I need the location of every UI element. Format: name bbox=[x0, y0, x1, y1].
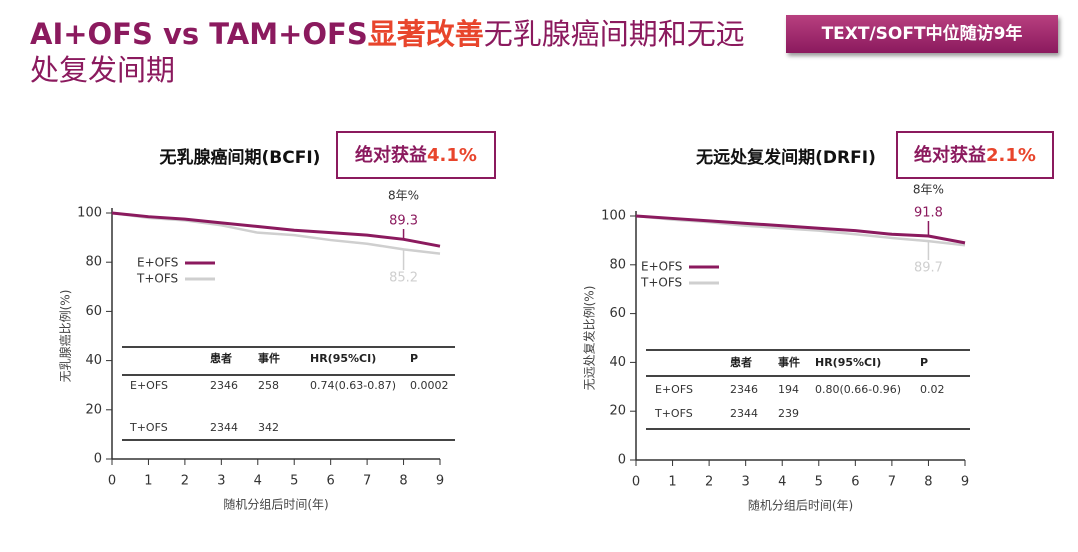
table-header: HR(95%CI) bbox=[815, 356, 881, 369]
y-tick-label: 100 bbox=[77, 206, 102, 221]
table-header: 事件 bbox=[778, 355, 800, 369]
table-cell: E+OFS bbox=[130, 379, 168, 392]
table-cell: 239 bbox=[778, 407, 799, 420]
x-tick-label: 4 bbox=[254, 474, 262, 489]
table-cell: 194 bbox=[778, 383, 799, 396]
x-tick-label: 8 bbox=[924, 475, 932, 490]
series-line bbox=[635, 214, 966, 245]
x-tick-label: 5 bbox=[815, 475, 823, 490]
legend-label: E+OFS bbox=[641, 260, 682, 274]
x-tick-label: 2 bbox=[181, 474, 189, 489]
x-tick-label: 7 bbox=[363, 474, 371, 489]
title-main: AI+OFS vs TAM+OFS bbox=[30, 17, 368, 51]
title-highlight: 显著改善 bbox=[367, 17, 484, 51]
annotation-label: 89.7 bbox=[914, 261, 943, 276]
x-tick-label: 6 bbox=[851, 475, 859, 490]
x-tick-label: 1 bbox=[668, 475, 676, 490]
x-axis-label: 随机分组后时间(年) bbox=[223, 497, 328, 512]
y-tick-label: 60 bbox=[85, 304, 102, 319]
benefit-box bbox=[336, 131, 496, 179]
table-cell: T+OFS bbox=[654, 407, 693, 420]
y-tick-label: 20 bbox=[85, 402, 102, 417]
legend-label: T+OFS bbox=[640, 276, 682, 290]
table-cell: 342 bbox=[258, 421, 279, 434]
x-tick-label: 1 bbox=[144, 474, 152, 489]
x-tick-label: 4 bbox=[778, 475, 786, 490]
badge: TEXT/SOFT中位随访9年 bbox=[786, 15, 1058, 53]
y-tick-label: 80 bbox=[85, 255, 102, 270]
table-cell: 0.0002 bbox=[410, 379, 449, 392]
x-tick-label: 9 bbox=[436, 474, 444, 489]
table-cell: 2346 bbox=[730, 383, 758, 396]
table-header: P bbox=[410, 352, 418, 365]
x-tick-label: 9 bbox=[961, 475, 969, 490]
annotation-label: 91.8 bbox=[914, 206, 943, 221]
table-cell: 0.02 bbox=[920, 383, 945, 396]
x-tick-label: 7 bbox=[888, 475, 896, 490]
table-header: HR(95%CI) bbox=[310, 352, 376, 365]
x-tick-label: 8 bbox=[399, 474, 407, 489]
table-cell: 2346 bbox=[210, 379, 238, 392]
benefit-text: 绝对获益2.1% bbox=[914, 144, 1036, 166]
y-axis-label: 无乳腺癌比例(%) bbox=[58, 290, 73, 383]
table-header: 患者 bbox=[210, 351, 232, 365]
x-tick-label: 2 bbox=[705, 475, 713, 490]
chart-title: 无远处复发间期(DRFI) bbox=[695, 147, 876, 168]
table-cell: 258 bbox=[258, 379, 279, 392]
benefit-box bbox=[896, 131, 1054, 179]
y-tick-label: 0 bbox=[94, 452, 102, 467]
x-axis-label: 随机分组后时间(年) bbox=[748, 498, 853, 513]
table-cell: 0.80(0.66-0.96) bbox=[815, 383, 901, 396]
benefit-part: 绝对获益 bbox=[914, 144, 986, 166]
x-tick-label: 0 bbox=[632, 475, 640, 490]
table-cell: 2344 bbox=[210, 421, 238, 434]
x-tick-label: 3 bbox=[217, 474, 225, 489]
annotation-header: 8年% bbox=[388, 189, 419, 203]
y-tick-label: 40 bbox=[609, 355, 626, 370]
x-tick-label: 3 bbox=[742, 475, 750, 490]
y-tick-label: 100 bbox=[601, 209, 626, 224]
y-tick-label: 0 bbox=[618, 453, 626, 468]
title-rest: 无乳腺癌间期和无远处复发间期 bbox=[30, 17, 745, 87]
benefit-part: 4.1% bbox=[427, 145, 477, 166]
y-axis-label: 无远处复发比例(%) bbox=[582, 286, 597, 391]
table-header: P bbox=[920, 356, 928, 369]
benefit-text: 绝对获益4.1% bbox=[355, 144, 477, 166]
chart-title: 无乳腺癌间期(BCFI) bbox=[159, 147, 321, 168]
series-line bbox=[111, 211, 441, 248]
benefit-part: 2.1% bbox=[986, 145, 1036, 166]
table-cell: 2344 bbox=[730, 407, 758, 420]
benefit-part: 绝对获益 bbox=[355, 144, 427, 166]
slide-title: AI+OFS vs TAM+OFS显著改善无乳腺癌间期和无远处复发间期 bbox=[30, 16, 770, 88]
y-tick-label: 20 bbox=[609, 404, 626, 419]
x-tick-label: 6 bbox=[327, 474, 335, 489]
y-tick-label: 40 bbox=[85, 353, 102, 368]
table-cell: T+OFS bbox=[129, 421, 168, 434]
y-tick-label: 60 bbox=[609, 306, 626, 321]
annotation-label: 85.2 bbox=[389, 271, 418, 286]
table-header: 患者 bbox=[730, 355, 752, 369]
table-cell: E+OFS bbox=[655, 383, 693, 396]
table-cell: 0.74(0.63-0.87) bbox=[310, 379, 396, 392]
table-header: 事件 bbox=[258, 351, 280, 365]
annotation-label: 89.3 bbox=[389, 214, 418, 229]
x-tick-label: 5 bbox=[290, 474, 298, 489]
y-tick-label: 80 bbox=[609, 257, 626, 272]
legend-label: T+OFS bbox=[136, 272, 178, 286]
legend-label: E+OFS bbox=[137, 256, 178, 270]
annotation-header: 8年% bbox=[913, 183, 944, 197]
x-tick-label: 0 bbox=[108, 474, 116, 489]
